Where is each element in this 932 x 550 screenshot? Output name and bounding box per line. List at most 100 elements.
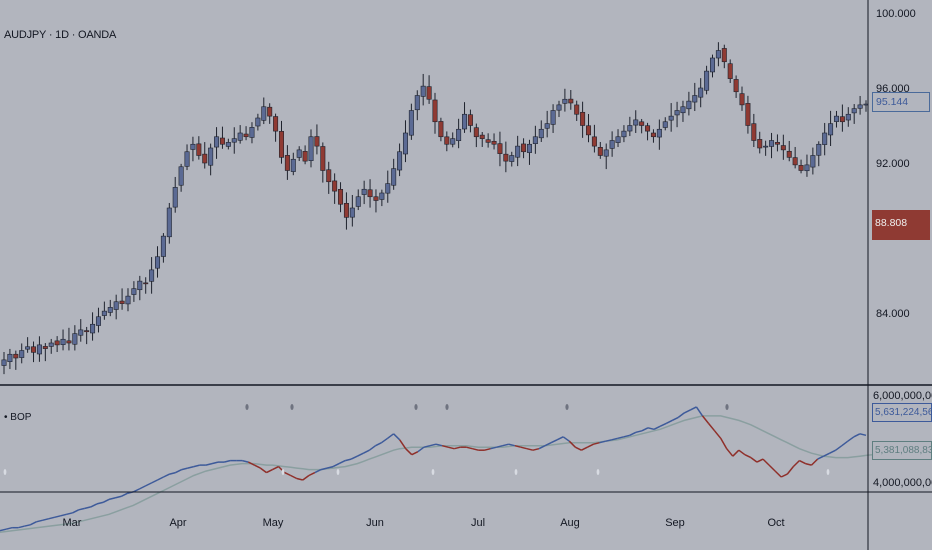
bop-line-segment xyxy=(48,516,55,520)
bop-line-segment xyxy=(423,444,431,448)
candle-body xyxy=(650,132,656,138)
candle-body xyxy=(674,110,680,116)
bop-line-segment xyxy=(538,445,546,450)
candle-body xyxy=(397,151,403,171)
bop-line-segment xyxy=(466,446,473,450)
candle-body xyxy=(25,346,31,350)
candle-body xyxy=(84,330,90,333)
candle-body xyxy=(780,145,786,151)
bop-line-segment xyxy=(454,446,461,450)
bop-line-segment xyxy=(272,465,279,471)
bop-line-segment xyxy=(181,467,188,471)
bop-line-segment xyxy=(490,446,497,450)
pivot-low-marker xyxy=(336,469,340,475)
bop-line-segment xyxy=(387,433,395,439)
pivot-low-marker xyxy=(596,469,600,475)
bop-line-segment xyxy=(756,458,764,463)
bop-line-segment xyxy=(683,409,691,414)
candle-body xyxy=(60,338,66,345)
x-tick-label: May xyxy=(263,517,284,529)
candle-body xyxy=(810,155,816,168)
candle-body xyxy=(7,353,13,362)
candle-body xyxy=(515,145,521,158)
pivot-high-marker xyxy=(445,404,449,410)
bop-line-segment xyxy=(120,492,128,498)
candle-body xyxy=(290,158,296,172)
bop-line-segment xyxy=(205,462,213,466)
candle-body xyxy=(284,155,290,171)
x-tick-label: Mar xyxy=(63,517,82,529)
bop-line-segment xyxy=(350,455,358,460)
bop-tick-label: 4,000,000,000 xyxy=(873,477,932,489)
bop-line-segment xyxy=(441,444,449,448)
candle-body xyxy=(792,157,798,166)
bop-line-segment xyxy=(381,437,389,444)
candle-body xyxy=(349,207,355,218)
bop-line-segment xyxy=(605,439,612,442)
bop-line-segment xyxy=(647,427,655,431)
candle-body xyxy=(338,189,344,205)
symbol-title[interactable]: AUDJPY · 1D · OANDA xyxy=(4,29,117,41)
bop-line-segment xyxy=(90,503,98,508)
bop-line-segment xyxy=(266,468,273,474)
candle-body xyxy=(645,125,651,132)
bop-line-segment xyxy=(726,448,734,457)
candle-body xyxy=(155,256,161,269)
candle-body xyxy=(544,123,550,129)
candle-body xyxy=(857,104,863,109)
x-tick-label: Jul xyxy=(471,517,485,529)
bop-line-segment xyxy=(163,473,170,478)
candle-body xyxy=(656,128,662,138)
bop-line-segment xyxy=(66,512,73,516)
candle-body xyxy=(343,202,349,218)
bop-line-segment xyxy=(520,446,528,450)
candle-body xyxy=(273,116,279,132)
candle-body xyxy=(562,98,568,104)
pivot-low-marker xyxy=(514,469,518,475)
candle-body xyxy=(467,114,473,126)
bop-line-segment xyxy=(308,471,316,477)
candle-body xyxy=(698,87,704,98)
candle-body xyxy=(78,329,84,336)
candle-body xyxy=(556,104,562,111)
candle-body xyxy=(686,100,692,110)
pivot-low-marker xyxy=(431,469,435,475)
candle-body xyxy=(113,301,119,310)
candle-body xyxy=(733,79,739,93)
candle-body xyxy=(586,125,592,136)
bop-line-segment xyxy=(780,473,788,478)
y-tick-label: 92.000 xyxy=(876,158,910,170)
bop-line-segment xyxy=(568,440,576,448)
bop-line-segment xyxy=(786,466,794,475)
bop-line-segment xyxy=(562,436,570,442)
bop-line-segment xyxy=(581,446,588,451)
y-tick-label: 100.000 xyxy=(876,8,916,20)
candle-body xyxy=(662,121,668,128)
bop-line-segment xyxy=(314,468,322,474)
candle-body xyxy=(367,189,373,198)
candle-body xyxy=(54,340,60,346)
bop-line-segment xyxy=(96,501,104,505)
x-tick-label: Oct xyxy=(767,517,784,529)
bop-line-segment xyxy=(720,437,728,450)
bop-line-segment xyxy=(0,528,7,532)
candle-body xyxy=(36,344,42,355)
bop-line-segment xyxy=(472,447,479,451)
bop-line-segment xyxy=(792,460,800,468)
bop-line-segment xyxy=(550,439,558,444)
bop-line-segment xyxy=(823,452,831,457)
pivot-high-marker xyxy=(290,404,294,410)
candle-body xyxy=(355,196,361,207)
candle-body xyxy=(414,95,420,111)
candle-body xyxy=(408,110,414,136)
candle-body xyxy=(568,98,574,104)
bop-line-segment xyxy=(284,471,292,477)
indicator-title[interactable]: • BOP xyxy=(4,412,32,423)
bop-line-segment xyxy=(587,443,594,448)
candle-body xyxy=(208,147,214,166)
candle-body xyxy=(521,143,527,153)
candle-body xyxy=(833,115,839,122)
bop-line-segment xyxy=(175,468,183,474)
candle-body xyxy=(402,132,408,155)
